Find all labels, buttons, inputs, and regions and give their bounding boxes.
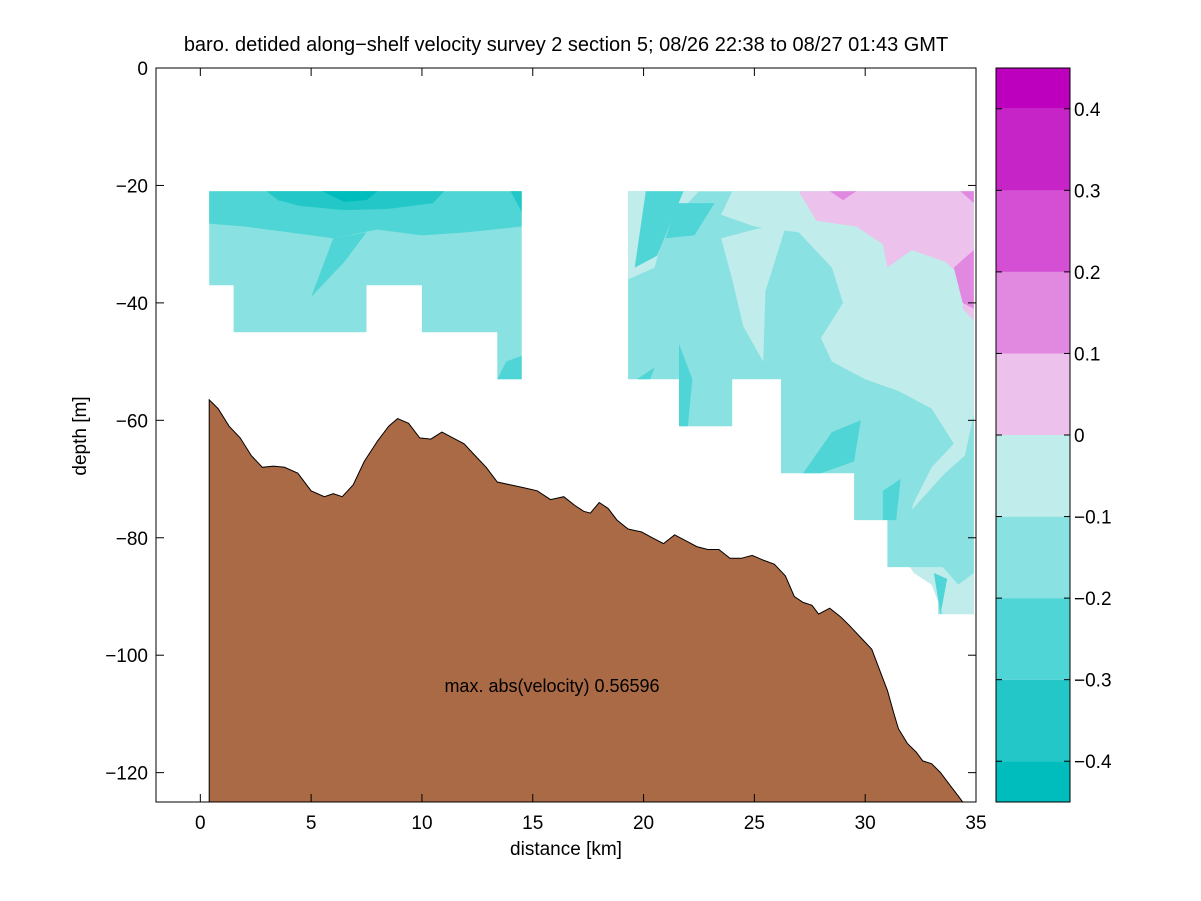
x-tick-label: 5 (306, 813, 317, 834)
colorbar-band (996, 271, 1070, 354)
colorbar-tick-label: −0.1 (1074, 508, 1112, 529)
y-tick-label: −120 (105, 764, 148, 785)
contour-band (679, 344, 693, 427)
x-tick-label: 35 (965, 813, 986, 834)
contour-band (665, 203, 715, 239)
y-tick-label: −20 (116, 176, 148, 197)
colorbar-band (996, 108, 1070, 191)
contour-band (322, 191, 378, 202)
colorbar-tick-label: −0.3 (1074, 671, 1112, 692)
colorbar-band (996, 68, 1070, 109)
contour-band (634, 191, 684, 268)
colorbar-tick-label: 0.2 (1074, 263, 1100, 284)
colorbar-tick-label: −0.2 (1074, 589, 1112, 610)
colorbar-bands (996, 68, 1070, 802)
colorbar-tick-label: 0.4 (1074, 100, 1101, 121)
contour-band (933, 573, 948, 615)
colorbar-band (996, 353, 1070, 435)
contour-band (953, 250, 974, 309)
colorbar-band (996, 679, 1070, 762)
colorbar-band (996, 598, 1070, 680)
x-tick-label: 25 (744, 813, 765, 834)
y-ticks: 0 −20 −40 −60 −80 −100 −120 (105, 59, 976, 785)
x-ticks: 0 5 10 15 20 25 30 35 (195, 68, 987, 834)
contour-band (209, 191, 522, 380)
colorbar-band (996, 190, 1070, 272)
colorbar-frame (995, 67, 1071, 803)
colorbar: −0.4 −0.3 −0.2 −0.1 0 0.1 0.2 0.3 0.4 (995, 67, 1112, 803)
colorbar-tick-label: −0.4 (1074, 752, 1112, 773)
contour-band (960, 191, 974, 204)
plot-frame (155, 67, 977, 803)
plot-area: 0 5 10 15 20 25 30 35 0 −20 −40 −60 −80 −100 −120 max… (105, 59, 986, 834)
contour-band (803, 420, 861, 474)
contour-band (721, 220, 788, 362)
x-axis-label: distance [km] (510, 839, 622, 860)
y-tick-label: −60 (116, 411, 148, 432)
velocity-contours (209, 191, 974, 615)
contour-band (798, 191, 974, 321)
x-tick-label: 0 (195, 813, 206, 834)
contour-band (891, 414, 974, 585)
contour-band (636, 367, 655, 380)
colorbar-ticks: −0.4 −0.3 −0.2 −0.1 0 0.1 0.2 0.3 0.4 (996, 100, 1112, 773)
x-tick-label: 20 (633, 813, 654, 834)
x-tick-label: 10 (411, 813, 432, 834)
bathymetry (208, 398, 964, 803)
y-tick-label: −100 (105, 646, 148, 667)
x-tick-label: 15 (522, 813, 543, 834)
x-tick-label: 30 (855, 813, 876, 834)
colorbar-tick-label: 0.3 (1074, 181, 1100, 202)
y-tick-label: −80 (116, 529, 148, 550)
contour-band (311, 232, 367, 297)
contour-band (882, 479, 901, 521)
chart-title: baro. detided along−shelf velocity surve… (184, 34, 948, 56)
bathymetry-seafloor (208, 398, 964, 803)
colorbar-tick-label: 0 (1074, 426, 1085, 447)
contour-band (721, 191, 974, 615)
y-tick-label: −40 (116, 294, 148, 315)
colorbar-band (996, 761, 1070, 802)
contour-band (209, 191, 522, 239)
colorbar-tick-label: 0.1 (1074, 344, 1100, 365)
colorbar-band (996, 516, 1070, 599)
y-axis-label: depth [m] (70, 396, 91, 475)
contour-band (497, 355, 522, 380)
max-velocity-annotation: max. abs(velocity) 0.56596 (444, 676, 659, 696)
contour-band (510, 191, 522, 212)
colorbar-band (996, 435, 1070, 517)
y-tick-label: 0 (137, 59, 148, 80)
contour-band (829, 191, 857, 201)
